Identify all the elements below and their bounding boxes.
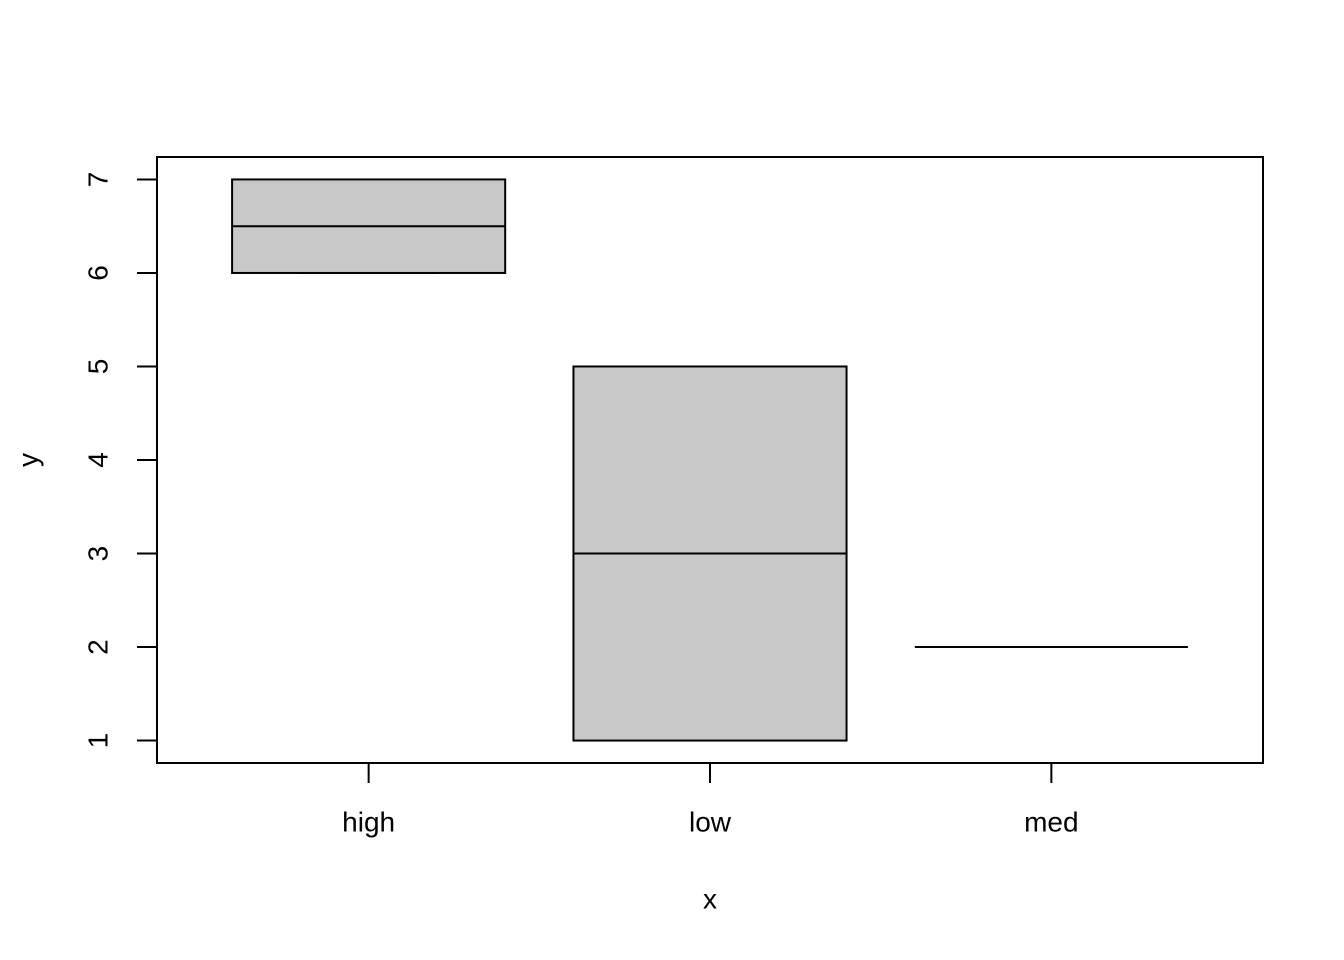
x-tick-label: low xyxy=(689,806,732,837)
y-tick-label: 3 xyxy=(82,546,113,562)
y-tick-label: 6 xyxy=(82,265,113,281)
y-tick-label: 1 xyxy=(82,733,113,749)
x-axis-label: x xyxy=(703,883,717,914)
y-axis-label: y xyxy=(12,453,43,467)
y-tick-label: 5 xyxy=(82,359,113,375)
y-tick-label: 2 xyxy=(82,639,113,655)
y-tick-label: 4 xyxy=(82,452,113,468)
x-tick-label: high xyxy=(342,806,395,837)
y-tick-label: 7 xyxy=(82,172,113,188)
x-tick-label: med xyxy=(1024,806,1078,837)
